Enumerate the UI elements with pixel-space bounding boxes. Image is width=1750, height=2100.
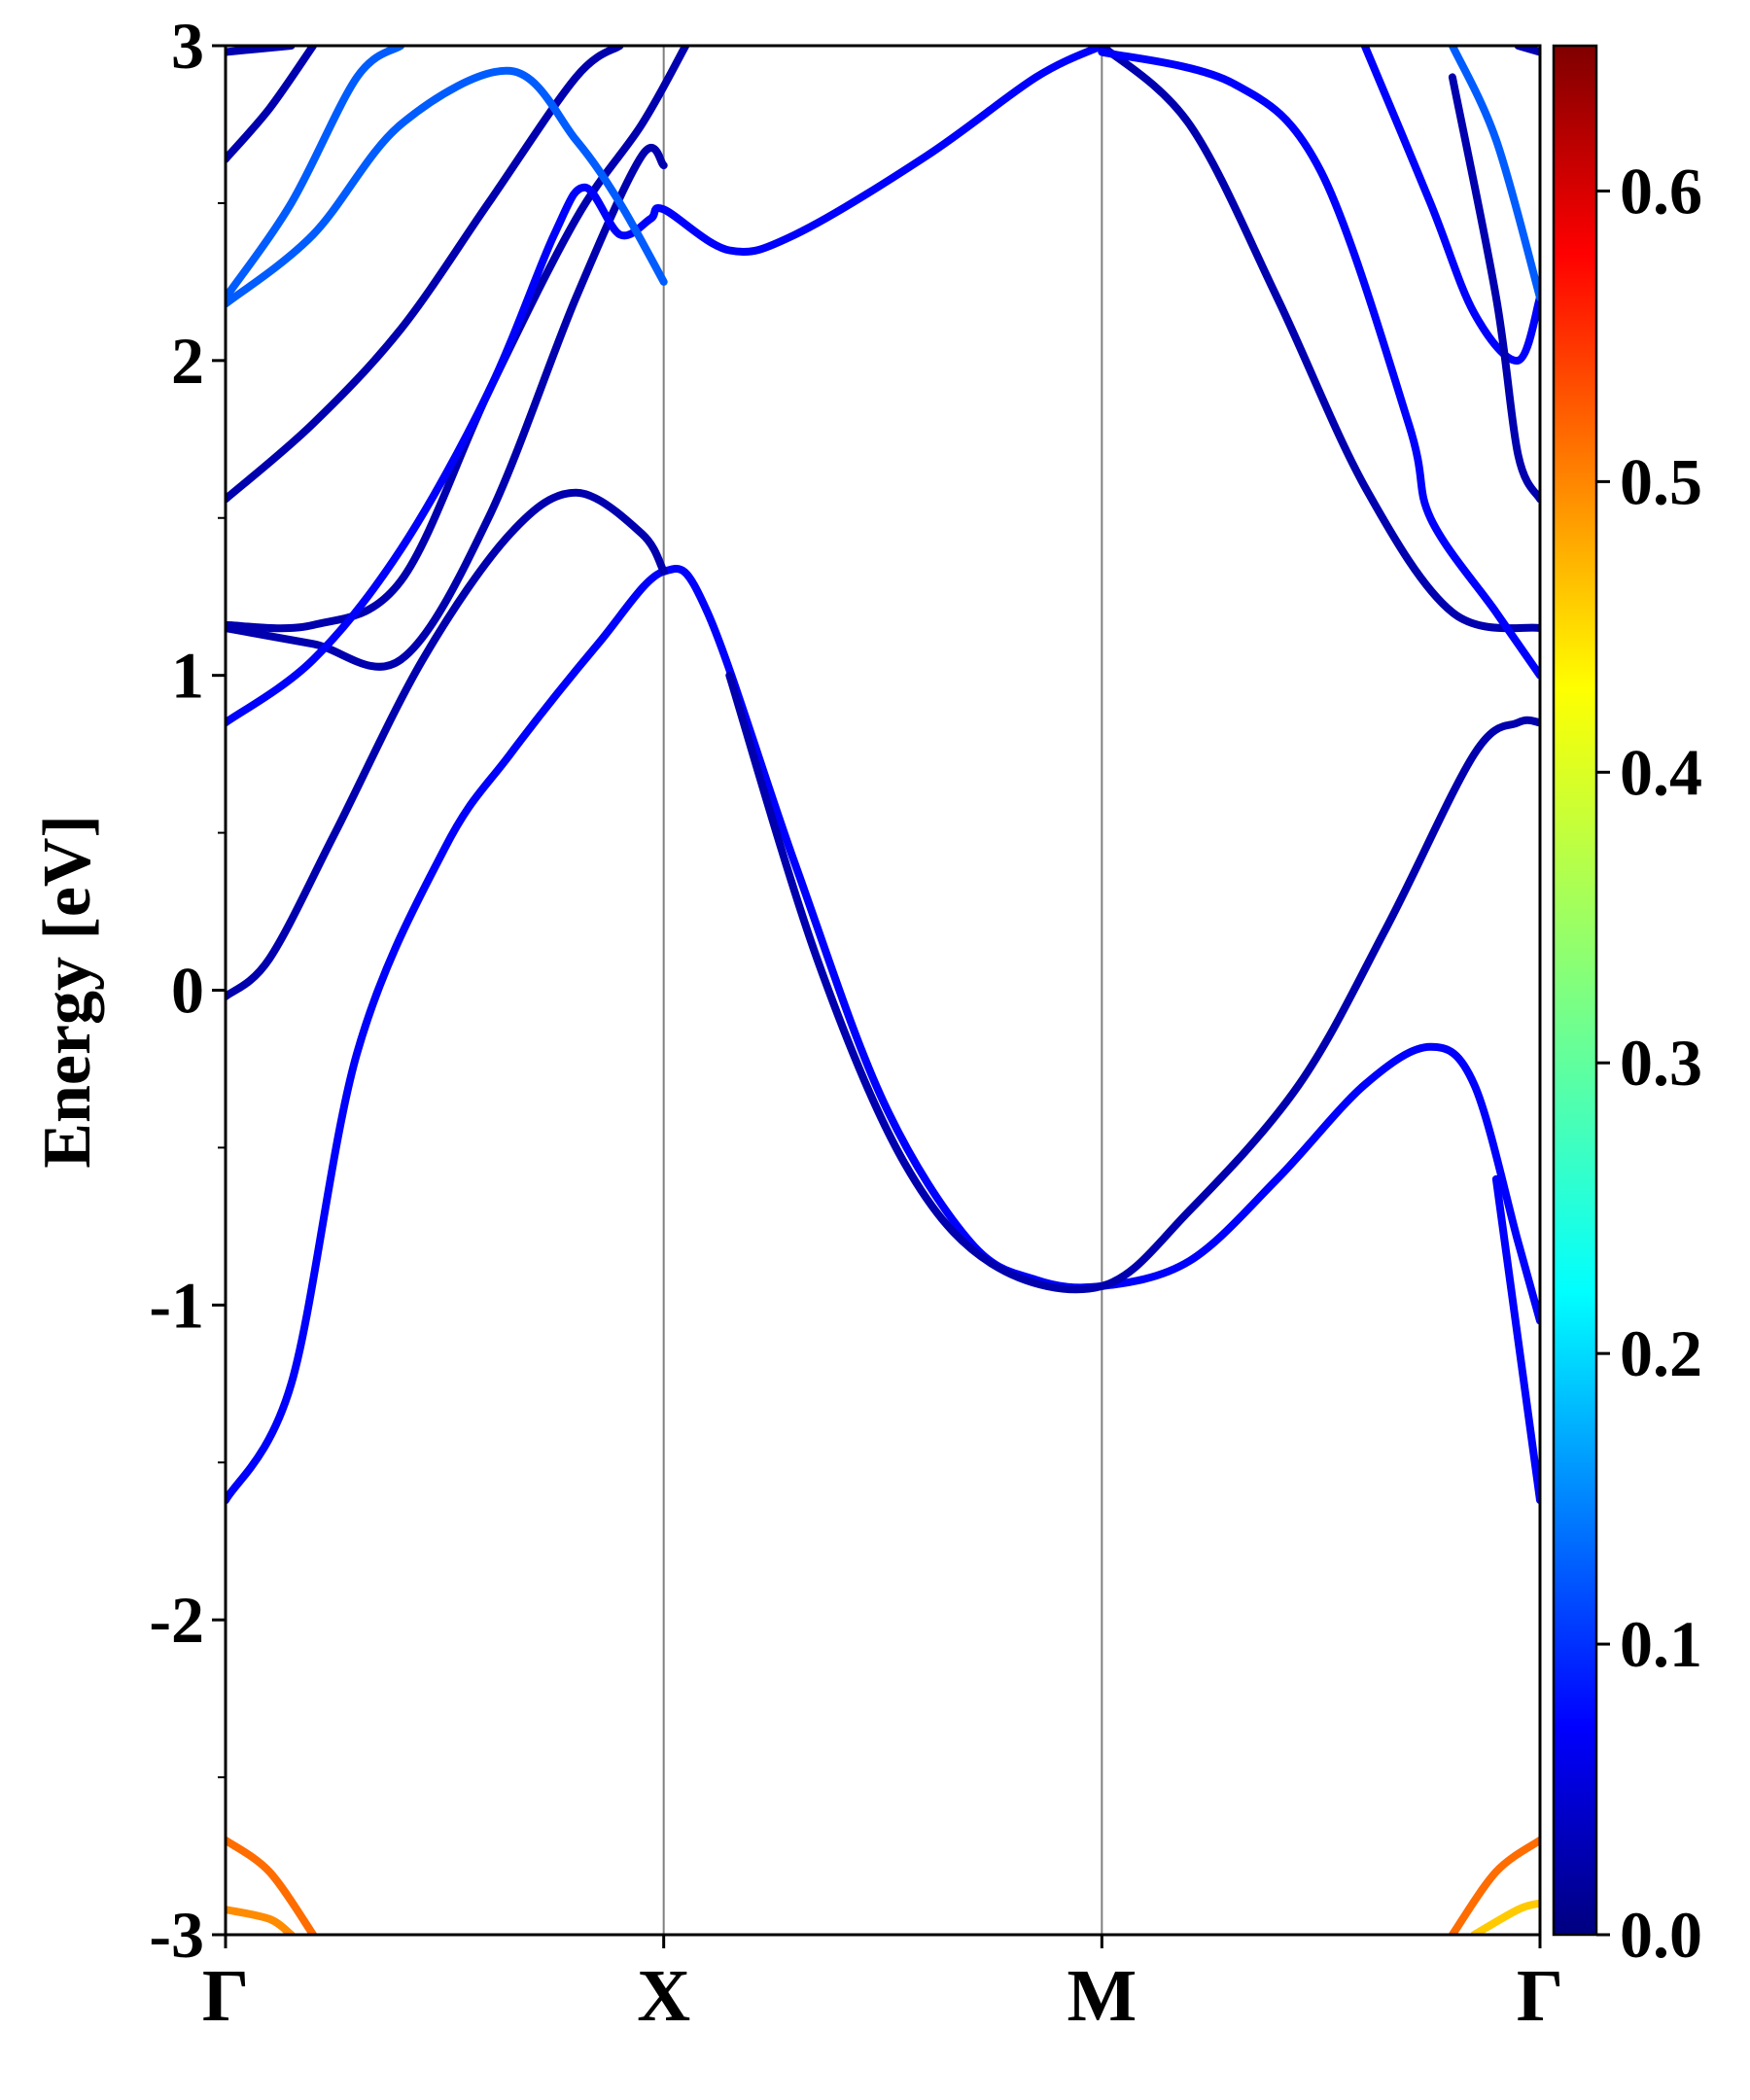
band-line [1448, 73, 1540, 504]
band-line [226, 46, 690, 633]
band-line [1470, 1899, 1540, 1935]
x-tick-label: M [1067, 1955, 1137, 2037]
bands-group [226, 46, 1540, 1935]
colorbar-ticks: 0.0 0.1 0.2 0.3 0.4 0.5 0.6 [1596, 154, 1702, 1972]
colorbar-tick-label: 0.2 [1620, 1316, 1702, 1390]
x-tick-label: X [637, 1955, 690, 2037]
colorbar-gradient [1552, 44, 1598, 1937]
y-tick-label: 0 [171, 954, 204, 1028]
band-line [226, 488, 668, 1000]
band-line [226, 66, 668, 308]
band-line [725, 671, 1540, 1294]
band-line [1448, 46, 1540, 302]
band-line [226, 565, 1540, 1505]
y-tick-label: 2 [171, 324, 204, 398]
x-tick-label: Γ [202, 1955, 249, 2037]
band-line [1491, 1174, 1540, 1505]
band-line [226, 1906, 296, 1935]
band-line [1098, 46, 1540, 633]
y-tick-label: 3 [171, 9, 204, 83]
band-line [226, 46, 405, 302]
band-line [1360, 46, 1540, 365]
colorbar-tick-label: 0.0 [1620, 1898, 1702, 1972]
y-tick-label: 1 [171, 639, 204, 713]
band-line [226, 46, 624, 504]
band-line [1448, 1836, 1540, 1935]
y-tick-label: -3 [149, 1898, 204, 1972]
colorbar-tick-label: 0.1 [1620, 1607, 1702, 1681]
colorbar-tick-label: 0.4 [1620, 735, 1702, 809]
y-tick-label: -2 [149, 1583, 204, 1657]
axis-ticks: -3 -2 -1 0 1 2 3 Γ X M Γ [149, 9, 1563, 2037]
colorbar-tick-label: 0.5 [1620, 444, 1702, 518]
band-line [226, 1836, 318, 1935]
high-symmetry-lines [662, 46, 1103, 1935]
band-line [226, 144, 668, 671]
x-tick-label: Γ [1517, 1955, 1563, 2037]
colorbar-tick-label: 0.3 [1620, 1026, 1702, 1100]
colorbar-tick-label: 0.6 [1620, 154, 1702, 228]
plot-frame [224, 44, 1542, 1937]
y-axis-title: Energy [eV] [30, 815, 105, 1169]
y-tick-label: -1 [149, 1268, 204, 1342]
band-line [226, 46, 1106, 727]
band-line [1098, 48, 1540, 680]
band-line [226, 46, 318, 163]
